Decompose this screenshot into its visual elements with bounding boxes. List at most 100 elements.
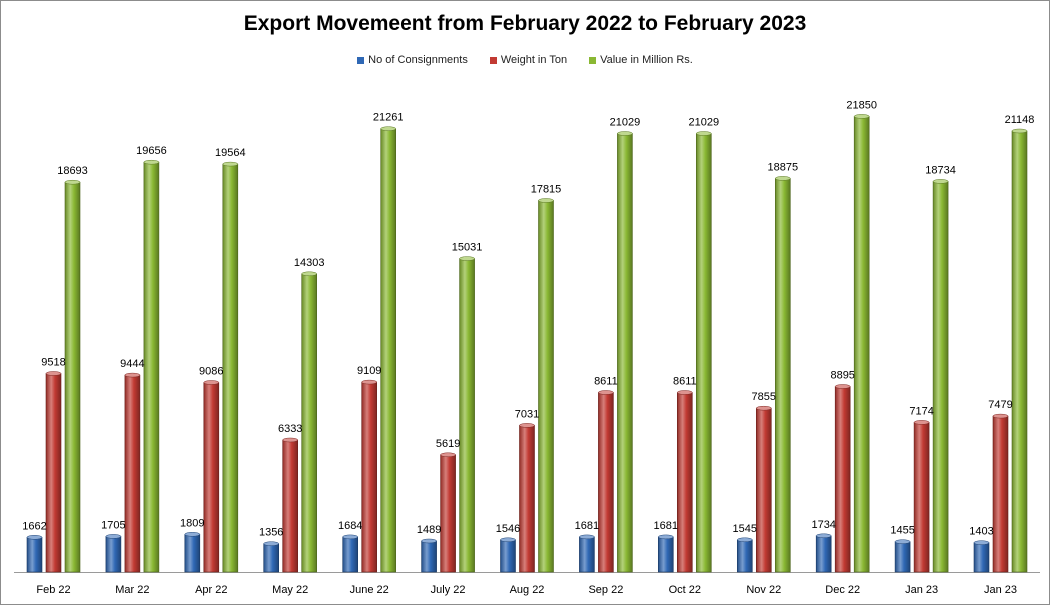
bar-value-7: [617, 133, 633, 573]
bar-consignments-7: [579, 536, 595, 573]
bar-consignments-0: [26, 536, 43, 573]
value-label-weight-0: 9518: [41, 357, 65, 369]
bar-cap-weight-0: [45, 371, 62, 376]
value-label-value-8: 21029: [689, 117, 720, 129]
bar-cap-weight-12: [992, 413, 1009, 419]
legend-swatch-weight: [489, 56, 497, 64]
bar-cap-consignments-8: [658, 534, 674, 540]
value-label-group: 1662 9518 18693 1705 9444 19656 1809 9086 19564 1…: [22, 99, 1034, 538]
tick-label-group: Feb 22 Mar 22 Apr 22 May 22 June 22 July 22 Au…: [36, 584, 1017, 596]
bar-consignments-11: [894, 541, 911, 573]
bar-weight-1: [124, 374, 141, 573]
bar-cap-weight-8: [677, 390, 693, 395]
bar-cap-weight-4: [361, 379, 377, 385]
legend-item-consignments: No of Consignments: [357, 54, 468, 66]
value-label-weight-1: 9444: [120, 358, 144, 370]
bar-cap-weight-11: [913, 420, 930, 425]
bar-cap-value-2: [222, 161, 239, 167]
value-label-weight-4: 9109: [357, 365, 381, 377]
value-label-consignments-7: 1681: [575, 520, 599, 532]
legend-item-weight: Weight in Ton: [489, 54, 568, 66]
bar-cap-consignments-5: [421, 538, 437, 544]
bar-cap-value-1: [143, 159, 160, 165]
bar-weight-2: [203, 382, 220, 573]
bar-cap-value-10: [853, 114, 870, 119]
legend-label-weight: Weight in Ton: [500, 54, 568, 66]
bar-cap-value-3: [301, 271, 317, 277]
bar-value-0: [64, 181, 81, 573]
x-tick-label-1: Mar 22: [115, 584, 149, 596]
bar-cap-consignments-7: [579, 534, 595, 540]
value-label-consignments-10: 1734: [811, 519, 835, 531]
value-label-consignments-0: 1662: [22, 520, 46, 532]
value-label-value-9: 18875: [768, 161, 799, 173]
value-label-consignments-2: 1809: [180, 517, 204, 529]
bar-cap-value-0: [64, 179, 81, 185]
bar-consignments-2: [184, 533, 201, 573]
bar-cap-weight-10: [834, 384, 851, 389]
x-tick-label-10: Dec 22: [825, 584, 860, 596]
value-label-value-6: 17815: [531, 184, 562, 196]
bar-weight-0: [45, 373, 62, 573]
bar-consignments-12: [973, 542, 990, 573]
bar-cap-weight-5: [440, 452, 456, 458]
value-label-consignments-11: 1455: [890, 525, 914, 537]
value-label-value-4: 21261: [373, 112, 404, 124]
bar-value-9: [774, 178, 791, 573]
value-label-value-1: 19656: [136, 145, 167, 157]
bar-cap-value-5: [459, 256, 475, 261]
bar-consignments-5: [421, 540, 437, 573]
value-label-value-7: 21029: [610, 117, 641, 129]
value-label-value-0: 18693: [57, 165, 88, 177]
bar-weight-8: [676, 392, 693, 573]
x-tick-label-9: Nov 22: [746, 584, 781, 596]
value-label-consignments-8: 1681: [654, 520, 678, 532]
legend-swatch-value: [589, 56, 597, 64]
bar-group: [26, 114, 1028, 573]
x-tick-label-6: Aug 22: [510, 584, 545, 596]
value-label-weight-12: 7479: [988, 399, 1012, 411]
bar-weight-10: [834, 386, 851, 573]
bar-cap-value-12: [1011, 128, 1028, 134]
bar-cap-consignments-6: [500, 537, 516, 543]
value-label-weight-2: 9086: [199, 366, 223, 378]
bar-cap-consignments-10: [815, 533, 832, 539]
bar-weight-9: [755, 407, 772, 573]
chart-legend: No of Consignments Weight in Ton Value i…: [0, 54, 1050, 66]
value-label-value-12: 21148: [1005, 114, 1035, 126]
bar-cap-consignments-2: [184, 532, 201, 537]
value-label-consignments-3: 1356: [259, 527, 283, 539]
bar-weight-11: [913, 422, 930, 573]
bar-weight-3: [282, 439, 299, 573]
bar-weight-4: [361, 381, 378, 573]
bar-weight-7: [598, 392, 614, 573]
value-label-weight-6: 7031: [515, 408, 539, 420]
x-tick-label-7: Sep 22: [588, 584, 623, 596]
bar-cap-consignments-12: [973, 540, 990, 545]
bar-cap-weight-7: [598, 390, 614, 395]
bar-cap-value-7: [617, 131, 633, 136]
bar-cap-consignments-9: [737, 537, 753, 543]
bar-cap-weight-9: [756, 405, 772, 411]
bar-weight-5: [440, 454, 456, 573]
value-label-weight-7: 8611: [594, 376, 618, 388]
bar-cap-consignments-3: [263, 541, 279, 546]
bar-cap-value-4: [380, 126, 396, 131]
bar-value-1: [143, 161, 160, 573]
bar-value-6: [538, 200, 554, 573]
bar-cap-weight-2: [203, 380, 220, 385]
bar-cap-weight-1: [124, 372, 141, 378]
bar-weight-6: [519, 425, 535, 573]
bar-value-11: [932, 181, 949, 573]
bar-cap-weight-6: [519, 423, 535, 428]
bar-cap-consignments-4: [342, 534, 358, 540]
legend-label-value: Value in Million Rs.: [600, 54, 693, 66]
bar-cap-value-9: [775, 176, 791, 181]
bar-consignments-8: [657, 536, 674, 573]
value-label-consignments-12: 1403: [969, 526, 993, 538]
bar-consignments-4: [342, 536, 359, 573]
bar-cap-value-8: [696, 131, 712, 136]
bar-value-12: [1011, 130, 1028, 573]
bar-consignments-1: [105, 536, 122, 573]
bar-cap-weight-3: [282, 437, 298, 443]
